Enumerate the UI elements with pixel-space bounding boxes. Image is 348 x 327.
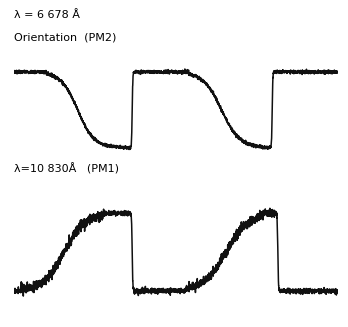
Text: Orientation  (PM2): Orientation (PM2): [14, 33, 116, 43]
Text: λ=10 830Å   (PM1): λ=10 830Å (PM1): [14, 164, 119, 175]
Text: λ = 6 678 Å: λ = 6 678 Å: [14, 10, 80, 20]
